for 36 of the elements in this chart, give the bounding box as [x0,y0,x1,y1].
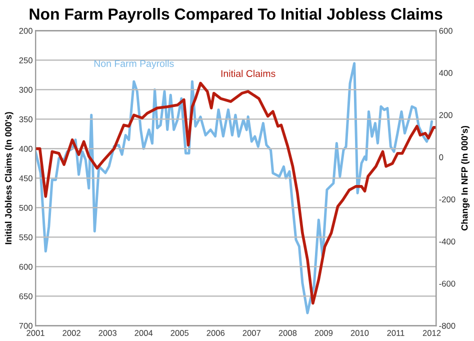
y2-tick-label: 0 [439,154,444,160]
y2-tick-label: 600 [439,28,452,34]
chart-title: Non Farm Payrolls Compared To Initial Jobless Claims [30,8,442,23]
x-tick-label: 2012 [422,330,441,336]
y2-tick-label: -200 [439,196,456,202]
y2-tick-label: -800 [439,322,456,329]
x-tick-label: 2002 [62,330,80,336]
y2-tick-label: -400 [439,238,456,244]
y-tick-label: 250 [19,57,32,64]
x-tick-label: 2005 [170,330,189,336]
x-tick-label: 2006 [206,330,225,336]
x-tick-label: 2001 [26,330,44,336]
y-tick-label: 500 [19,204,32,211]
x-tick-label: 2010 [350,330,369,336]
y-tick-label: 350 [19,116,32,122]
x-tick-label: 2008 [278,330,297,336]
annotation: Initial Claims [221,70,276,78]
x-tick-label: 2003 [98,330,116,336]
y-tick-label: 200 [19,28,32,34]
y-axis-title: Initial Jobless Claims (In 000's) [4,112,14,244]
annotation: Non Farm Payrolls [94,60,174,69]
y-tick-label: 650 [19,293,32,300]
x-tick-label: 2004 [134,330,153,336]
x-tick-label: 2007 [242,330,261,336]
y-tick-label: 600 [19,264,32,270]
y2-tick-label: -600 [439,280,456,287]
y-tick-label: 700 [19,322,32,329]
x-tick-label: 2009 [314,330,333,336]
y-tick-label: 400 [19,146,32,152]
y-tick-label: 450 [19,175,32,182]
y2-tick-label: 400 [439,70,452,76]
y-tick-label: 300 [19,86,32,93]
y2-axis-title: Change In NFP (In 000's) [461,126,470,230]
y-tick-label: 550 [19,234,32,240]
y2-tick-label: 200 [439,112,452,118]
x-tick-label: 2011 [387,330,404,336]
